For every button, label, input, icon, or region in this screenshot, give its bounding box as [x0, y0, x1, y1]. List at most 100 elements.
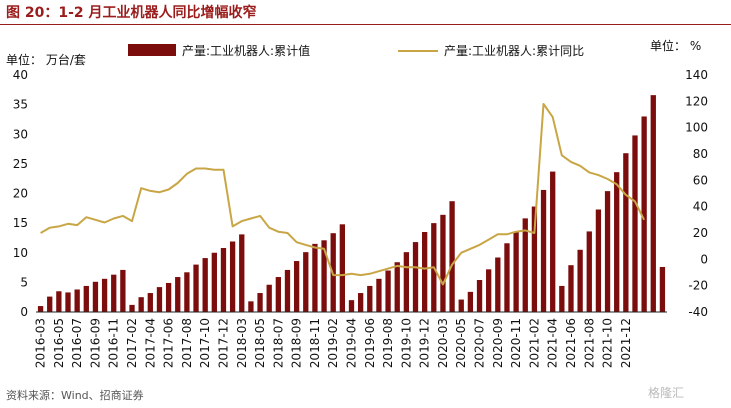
bar: [486, 269, 492, 312]
bar: [202, 258, 208, 312]
x-tick-label: 2017-08: [180, 318, 194, 368]
bar: [467, 291, 474, 312]
title-rule: [0, 24, 731, 25]
x-tick-label: 2016-03: [34, 318, 48, 368]
x-tick-label: 2017-06: [162, 318, 176, 368]
bar: [623, 153, 629, 312]
bar: [229, 241, 236, 312]
x-axis-labels: 2016-03 2016-05 2016-07 2016-09 2016-11 2017-…: [34, 318, 633, 368]
bar: [147, 293, 153, 312]
x-tick-label: 2016-05: [52, 318, 66, 368]
right-tick-label: 20: [693, 226, 708, 240]
bar: [522, 218, 528, 312]
legend-line-label: 产量:工业机器人:累计同比: [444, 44, 584, 58]
x-tick-label: 2020-07: [473, 318, 487, 368]
source-note: 资料来源：Wind、招商证券: [6, 389, 144, 402]
chart-title: 图 20：1-2 月工业机器人同比增幅收窄: [6, 5, 257, 21]
left-tick-label: 15: [13, 216, 28, 230]
bar: [211, 252, 217, 312]
bar: [47, 296, 53, 312]
right-tick-label: 120: [685, 94, 708, 108]
bar-series: [37, 95, 666, 313]
bar: [65, 292, 71, 312]
bar: [339, 224, 346, 312]
x-tick-label: 2021-04: [546, 318, 560, 368]
bar: [284, 269, 291, 312]
bar: [559, 285, 565, 312]
bar: [303, 252, 309, 312]
bar: [257, 293, 263, 312]
left-tick-label: 20: [13, 187, 28, 201]
bar: [650, 95, 656, 313]
bar: [357, 293, 364, 312]
right-tick-label: 40: [693, 200, 708, 214]
right-axis: -40 -20 0 20 40 60 80 100 120 140: [685, 68, 708, 319]
x-tick-label: 2016-09: [88, 318, 102, 368]
bar: [513, 231, 519, 312]
bar: [275, 277, 281, 312]
x-tick-label: 2020-05: [454, 318, 468, 368]
right-tick-label: 0: [700, 252, 708, 266]
bar: [37, 306, 44, 312]
bar: [531, 206, 538, 312]
bar: [312, 243, 318, 312]
x-tick-label: 2017-02: [125, 318, 139, 368]
bar: [120, 269, 126, 312]
bar: [540, 189, 547, 312]
x-tick-label: 2021-06: [564, 318, 578, 368]
x-tick-label: 2016-11: [107, 318, 121, 368]
x-tick-label: 2018-03: [235, 318, 249, 368]
right-tick-label: 80: [693, 147, 708, 161]
bar: [165, 282, 172, 312]
bar: [376, 278, 382, 312]
x-tick-label: 2016-07: [70, 318, 84, 368]
x-tick-label: 2017-12: [216, 318, 230, 368]
bar: [385, 270, 391, 312]
bar: [440, 214, 446, 312]
bar: [101, 278, 108, 312]
x-tick-label: 2018-05: [253, 318, 267, 368]
bar: [293, 261, 300, 312]
bar: [550, 171, 556, 312]
x-tick-label: 2018-11: [308, 318, 322, 368]
right-tick-label: -20: [688, 279, 708, 293]
bar: [83, 285, 89, 312]
right-tick-label: 60: [693, 173, 708, 187]
x-tick-label: 2017-10: [198, 318, 212, 368]
bar: [458, 299, 464, 312]
left-unit-label: 单位： 万台/套: [6, 52, 86, 67]
legend-bar-swatch: [128, 44, 176, 56]
bar: [604, 191, 611, 312]
bar: [394, 262, 400, 312]
legend: 产量:工业机器人:累计值 产量:工业机器人:累计同比: [128, 43, 584, 58]
right-tick-label: -40: [688, 305, 708, 319]
x-tick-label: 2019-08: [381, 318, 395, 368]
left-tick-label: 35: [13, 98, 28, 112]
bar: [449, 201, 455, 312]
bar: [138, 297, 144, 312]
x-tick-label: 2020-09: [491, 318, 505, 368]
bar: [568, 265, 574, 312]
bar: [367, 285, 373, 312]
left-tick-label: 5: [20, 275, 28, 289]
bar: [111, 274, 117, 312]
bar: [422, 232, 428, 312]
bar: [156, 287, 163, 312]
bar: [403, 252, 410, 312]
x-tick-label: 2018-09: [290, 318, 304, 368]
watermark: 格隆汇: [648, 386, 685, 400]
bar: [220, 248, 227, 312]
x-tick-label: 2020-03: [436, 318, 450, 368]
bar: [632, 135, 638, 312]
x-tick-label: 2017-04: [143, 318, 157, 368]
bar: [239, 234, 245, 312]
yoy-line: [40, 103, 645, 286]
right-tick-label: 100: [685, 121, 708, 135]
x-tick-label: 2021-08: [582, 318, 596, 368]
bar: [586, 231, 592, 312]
left-tick-label: 30: [13, 127, 28, 141]
x-tick-label: 2019-10: [399, 318, 413, 368]
line-series: [40, 103, 645, 286]
left-axis: 0 5 10 15 20 25 30 35 40: [13, 68, 28, 319]
bar: [595, 209, 602, 312]
